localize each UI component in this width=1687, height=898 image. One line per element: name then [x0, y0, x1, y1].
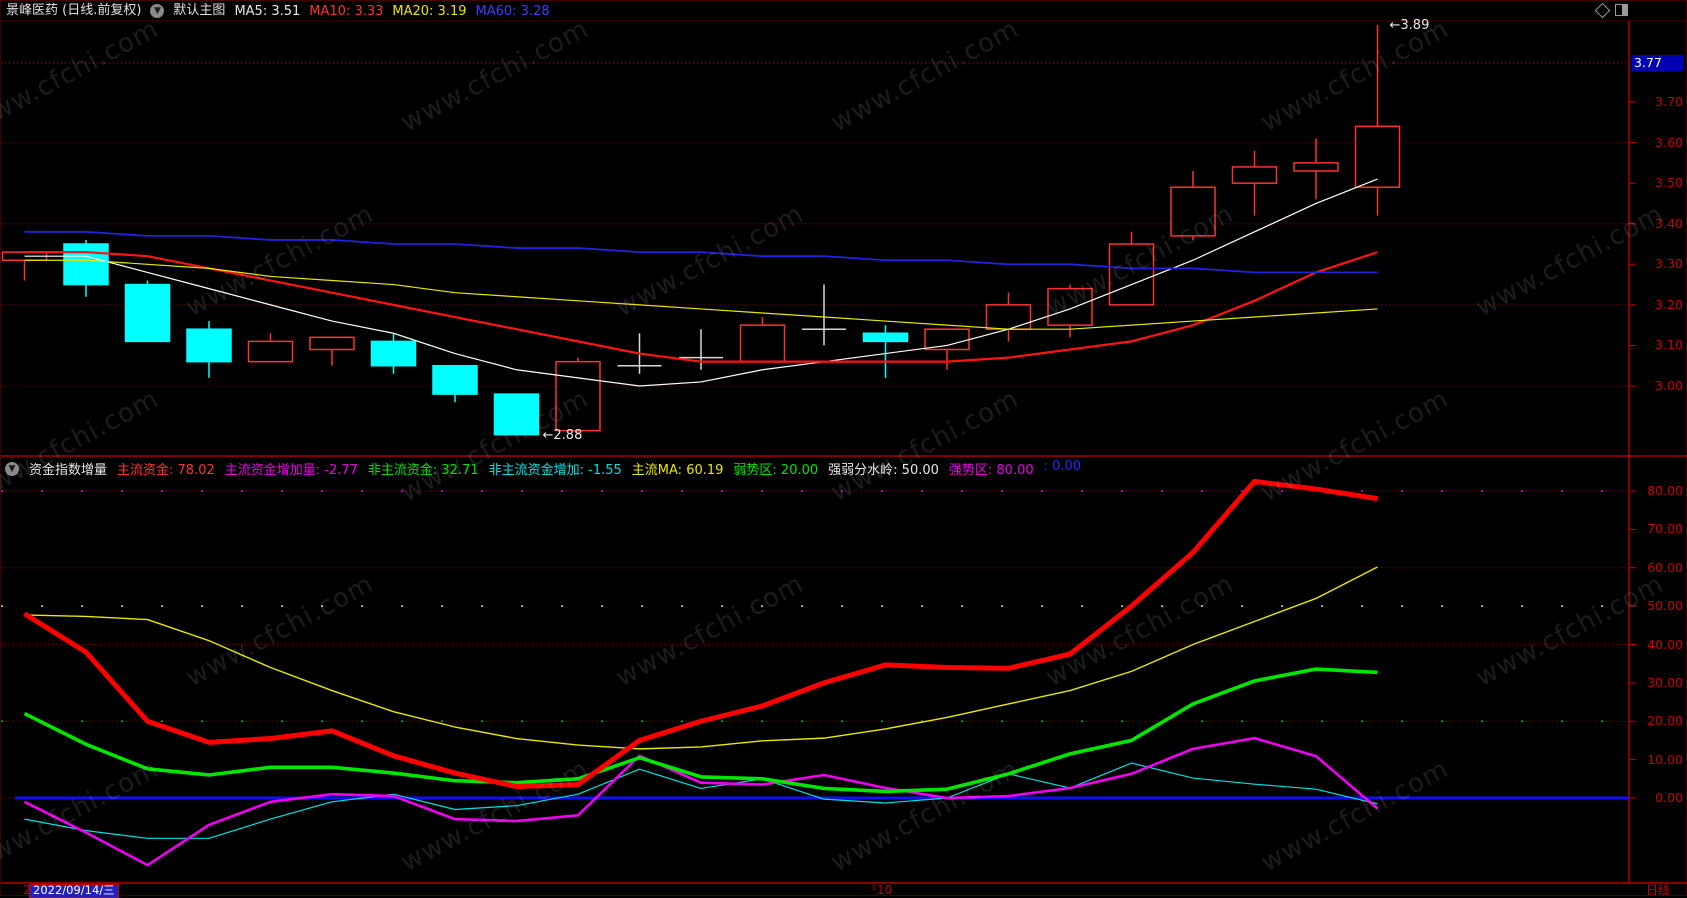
indicator-name: 资金指数增量	[29, 463, 108, 478]
indicator-field: : 0.00	[1043, 459, 1082, 474]
indicator-field: 强弱分水岭: 50.00	[828, 463, 939, 478]
ma-legend-item: MA10: 3.33	[309, 3, 384, 19]
ma-legend-item: MA5: 3.51	[234, 3, 301, 19]
ma-legend-item: MA60: 3.28	[475, 3, 550, 19]
indicator-field: 非主流资金增加: -1.55	[488, 463, 622, 478]
ma-lines-layer	[24, 178, 1378, 387]
candlestick-layer	[1, 24, 1401, 436]
ma-legend: MA5: 3.51 MA10: 3.33 MA20: 3.19 MA60: 3.28	[234, 4, 549, 19]
indicator-values: 主流资金: 78.02 主流资金增加量: -2.77 非主流资金: 32.71 非主流…	[117, 459, 1081, 478]
money-flow-panel	[1, 478, 1636, 867]
diamond-icon[interactable]	[1594, 2, 1611, 19]
indicator-panel-header: ▼ 资金指数增量 主流资金: 78.02 主流资金增加量: -2.77 非主流资金:…	[5, 459, 1081, 478]
indicator-field: 弱势区: 20.00	[733, 463, 819, 478]
chart-layout-label[interactable]: 默认主图	[173, 3, 226, 18]
chevron-down-icon[interactable]: ▼	[5, 461, 19, 476]
split-panel-icon[interactable]	[1615, 4, 1628, 16]
window-corner-icons	[1594, 2, 1628, 19]
indicator-field: 主流资金: 78.02	[117, 463, 215, 478]
indicator-field: 主流资金增加量: -2.77	[224, 463, 358, 478]
title-bar: 景峰医药 (日线.前复权) ▼ 默认主图 MA5: 3.51 MA10: 3.33…	[1, 1, 1687, 21]
chevron-down-icon[interactable]: ▼	[150, 4, 165, 18]
indicator-field: 强势区: 80.00	[948, 463, 1034, 478]
indicator-field: 主流MA: 60.19	[631, 463, 724, 478]
leftmost-date-fragment: 2	[23, 883, 31, 897]
main-price-panel	[1, 62, 1636, 387]
symbol-title: 景峰医药 (日线.前复权)	[6, 3, 142, 18]
month-tick-label: 10	[877, 883, 893, 897]
bottom-time-axis: 2 2022/09/14/三 10 日线	[1, 883, 1686, 898]
indicator-field: 非主流资金: 32.71	[367, 463, 479, 478]
ma-legend-item: MA20: 3.19	[392, 3, 467, 19]
period-label[interactable]: 日线	[1646, 883, 1671, 897]
